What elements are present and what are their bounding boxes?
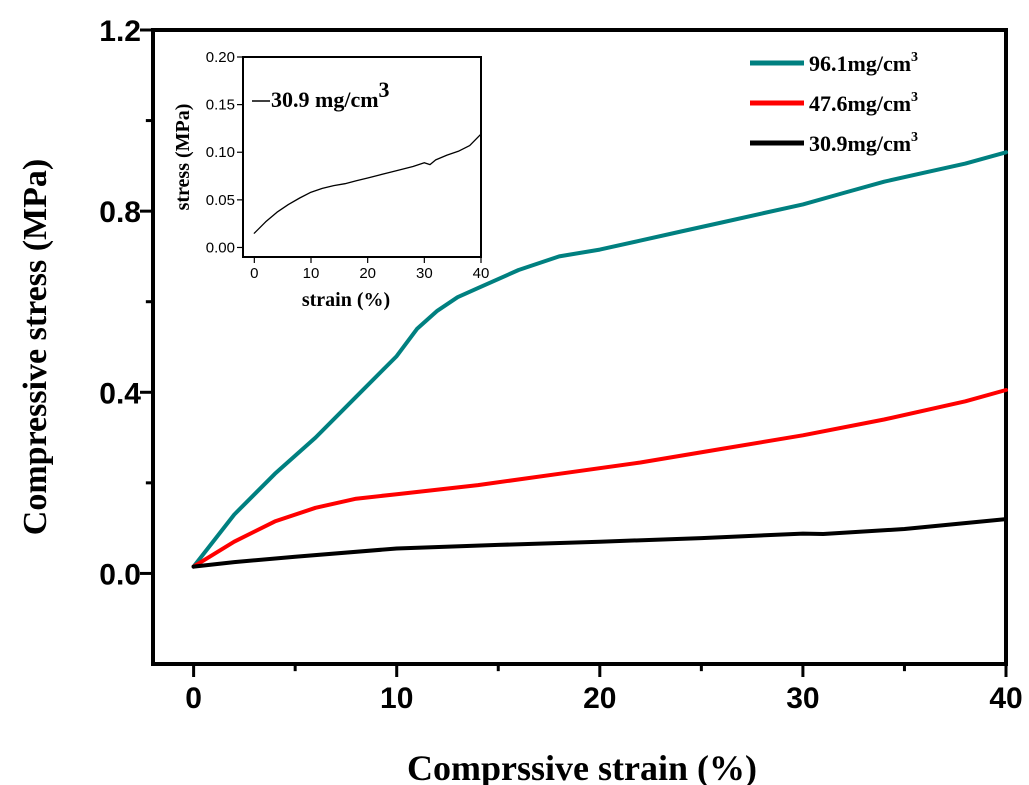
main-x-tick-label: 40 — [989, 682, 1022, 715]
inset-chart: 0 10 20 30 40 0.00 0.05 0.10 0.15 0.20 stress (MP… — [172, 49, 489, 311]
main-plot-frame — [151, 28, 1008, 666]
main-y-axis-label: Compressive stress (MPa) — [17, 159, 54, 535]
main-series-line-0 — [191, 150, 1008, 569]
inset-series — [253, 133, 482, 234]
inset-legend-label-sup: 3 — [379, 77, 390, 102]
inset-x-tick-label: 30 — [416, 265, 433, 282]
main-ticks: 0 10 20 30 400.00.40.81.2 — [99, 15, 1022, 715]
inset-y-tick-label: 0.05 — [206, 192, 235, 209]
inset-x-axis-label: strain (%) — [302, 289, 390, 311]
inset-x-tick-label: 0 — [250, 265, 258, 282]
main-x-tick-label: 30 — [786, 682, 819, 715]
inset-ticks: 0 10 20 30 40 0.00 0.05 0.10 0.15 0.20 — [206, 49, 490, 282]
inset-y-tick-label: 0.00 — [206, 239, 235, 256]
inset-legend-label: 30.9 mg/cm3 — [271, 77, 390, 112]
inset-y-tick-label: 0.10 — [206, 144, 235, 161]
inset-y-tick-label: 0.20 — [206, 49, 235, 66]
legend-label-2: 30.9mg/cm3 — [809, 130, 918, 156]
main-x-tick-label: 10 — [380, 682, 413, 715]
main-chart: 0 10 20 30 400.00.40.81.2 Compressive stress… — [17, 15, 1023, 785]
legend-label-sup-0: 3 — [911, 50, 918, 65]
main-series-line-1 — [191, 388, 1008, 569]
main-y-tick-label: 0.8 — [99, 196, 141, 229]
legend-label-0: 96.1mg/cm3 — [809, 50, 918, 76]
main-y-tick-label: 0.4 — [99, 377, 141, 410]
main-x-tick-label: 0 — [185, 682, 202, 715]
legend-label-text-0: 96.1mg/cm — [809, 51, 911, 76]
inset-x-tick-label: 10 — [303, 265, 320, 282]
legend-label-sup-2: 3 — [911, 130, 918, 145]
main-series — [191, 150, 1008, 569]
main-x-tick-label: 20 — [583, 682, 616, 715]
inset-x-tick-label: 20 — [359, 265, 376, 282]
inset-legend-label-text: 30.9 mg/cm — [271, 87, 379, 112]
inset-y-tick-label: 0.15 — [206, 97, 235, 114]
inset-legend: 30.9 mg/cm3 — [252, 77, 390, 112]
legend-label-sup-1: 3 — [911, 90, 918, 105]
main-y-tick-label: 0.0 — [99, 558, 141, 591]
inset-y-axis-label: stress (MPa) — [172, 104, 194, 211]
main-series-line-2 — [191, 517, 1008, 569]
inset-series-line-0 — [253, 133, 482, 234]
main-y-tick-label: 1.2 — [99, 15, 141, 48]
main-x-axis-label: Comprssive strain (%) — [407, 748, 757, 785]
legend-label-1: 47.6mg/cm3 — [809, 90, 918, 116]
legend-label-text-1: 47.6mg/cm — [809, 91, 911, 116]
inset-x-tick-label: 40 — [473, 265, 490, 282]
legend-label-text-2: 30.9mg/cm — [809, 131, 911, 156]
